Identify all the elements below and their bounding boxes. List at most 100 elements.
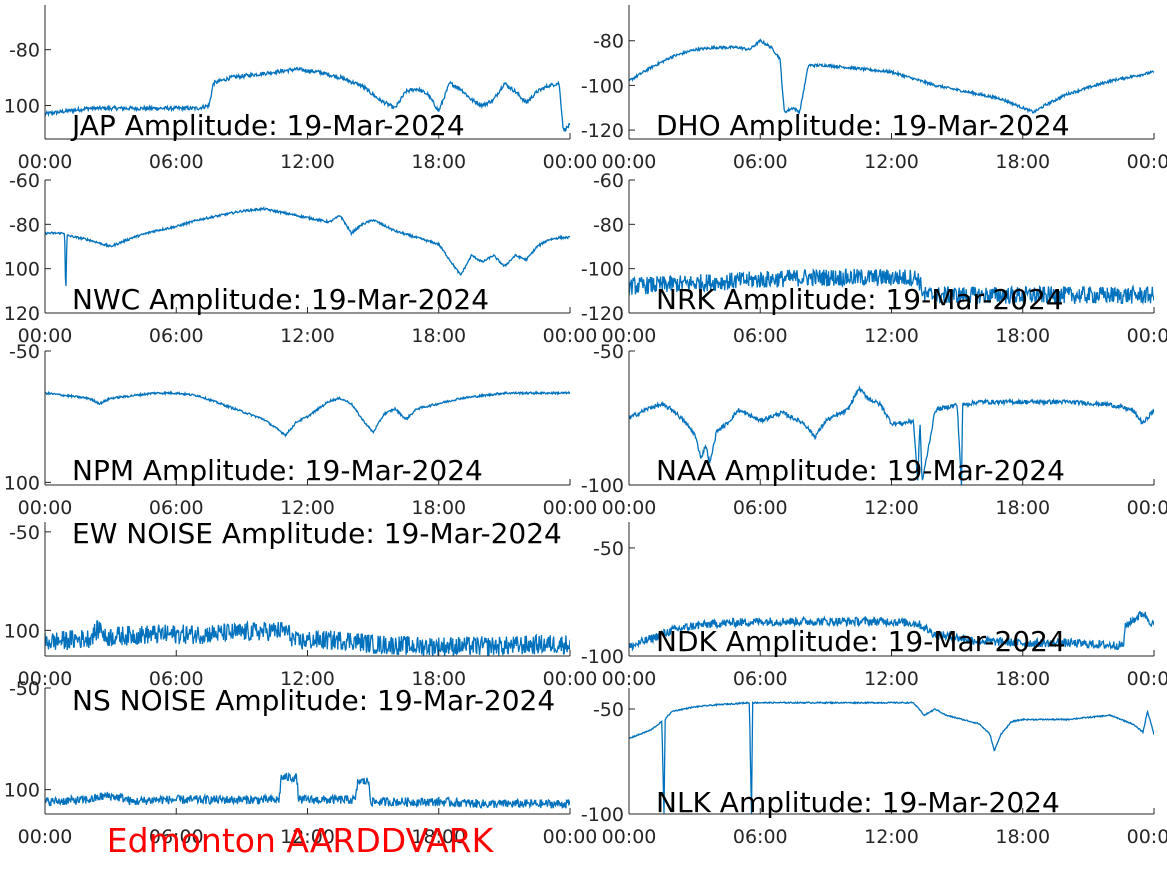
y-tick-label-7-0: -50 — [593, 538, 624, 560]
trace-line-2-0 — [45, 206, 570, 287]
y-tick-label-2-3: 120 — [4, 303, 40, 325]
panel-0: -80 100 00:00 06:00 12:00 18:00 00:00 JAP Ampli… — [4, 5, 598, 173]
trace-line-7-0 — [629, 611, 1154, 652]
x-tick-label-0-3: 18:00 — [411, 151, 466, 173]
x-tick-label-3-1: 06:00 — [733, 325, 788, 347]
y-tick-label-1-1: -100 — [581, 75, 624, 97]
x-tick-label-6-0: 00:00 — [18, 668, 73, 690]
x-tick-label-9-0: 00:00 — [602, 826, 657, 848]
y-tick-label-2-1: -80 — [9, 214, 40, 236]
x-tick-label-7-1: 06:00 — [733, 668, 788, 690]
y-tick-label-5-1: -100 — [581, 475, 624, 497]
panel-4: -50 100 00:00 06:00 12:00 18:00 00:00 NPM Ampli… — [4, 341, 598, 519]
x-tick-label-4-3: 18:00 — [411, 497, 466, 519]
footer-label: Edmonton AARDDVARK — [107, 821, 495, 860]
x-tick-label-7-0: 00:00 — [602, 668, 657, 690]
trace-line-5-0 — [629, 385, 1154, 485]
x-tick-label-5-0: 00:00 — [602, 497, 657, 519]
y-tick-label-2-2: 100 — [4, 259, 40, 281]
panel-title-7: NDK Amplitude: 19-Mar-2024 — [656, 625, 1066, 658]
x-tick-label-0-1: 06:00 — [149, 151, 204, 173]
x-tick-label-2-2: 12:00 — [280, 325, 335, 347]
y-tick-label-1-2: -120 — [581, 120, 624, 142]
x-tick-label-8-3: 18:00 — [411, 826, 466, 848]
x-tick-label-5-3: 18:00 — [995, 497, 1050, 519]
x-tick-label-5-2: 12:00 — [864, 497, 919, 519]
panel-8: -50 100 00:00 06:00 12:00 18:00 00:00 NS NOISE … — [4, 678, 598, 848]
x-tick-label-3-3: 18:00 — [995, 325, 1050, 347]
trace-line-6-0 — [45, 619, 570, 656]
y-tick-label-2-0: -60 — [9, 170, 40, 192]
panel-title-4: NPM Amplitude: 19-Mar-2024 — [72, 454, 483, 487]
y-tick-label-3-2: -100 — [581, 259, 624, 281]
x-tick-label-3-0: 00:00 — [602, 325, 657, 347]
y-tick-label-9-0: -50 — [593, 699, 624, 721]
x-tick-label-2-4: 00:00 — [543, 325, 598, 347]
x-tick-label-1-0: 00:00 — [602, 151, 657, 173]
panel-title-0: JAP Amplitude: 19-Mar-2024 — [70, 109, 465, 142]
panel-title-9: NLK Amplitude: 19-Mar-2024 — [656, 786, 1060, 819]
x-tick-label-8-4: 00:00 — [543, 826, 598, 848]
x-tick-label-0-2: 12:00 — [280, 151, 335, 173]
x-tick-label-1-4: 00:00 — [1127, 151, 1167, 173]
x-tick-label-6-3: 18:00 — [411, 668, 466, 690]
x-tick-label-3-2: 12:00 — [864, 325, 919, 347]
x-tick-label-2-3: 18:00 — [411, 325, 466, 347]
panel-title-6: EW NOISE Amplitude: 19-Mar-2024 — [72, 517, 562, 550]
x-tick-label-9-2: 12:00 — [864, 826, 919, 848]
y-tick-label-8-1: 100 — [4, 780, 40, 802]
x-tick-label-3-4: 00:00 — [1127, 325, 1167, 347]
x-tick-label-6-4: 00:00 — [543, 668, 598, 690]
x-tick-label-5-1: 06:00 — [733, 497, 788, 519]
y-tick-label-4-1: 100 — [4, 472, 40, 494]
panel-title-8: NS NOISE Amplitude: 19-Mar-2024 — [72, 684, 555, 717]
x-tick-label-4-4: 00:00 — [543, 497, 598, 519]
x-tick-label-8-1: 06:00 — [149, 826, 204, 848]
y-tick-label-3-3: -120 — [581, 303, 624, 325]
panel-title-2: NWC Amplitude: 19-Mar-2024 — [72, 283, 489, 316]
y-tick-label-7-1: -100 — [581, 646, 624, 668]
panel-title-5: NAA Amplitude: 19-Mar-2024 — [656, 454, 1065, 487]
x-tick-label-1-1: 06:00 — [733, 151, 788, 173]
x-tick-label-4-1: 06:00 — [149, 497, 204, 519]
trace-line-1-0 — [629, 38, 1154, 115]
panel-1: -80 -100 -120 00:00 06:00 12:00 18:00 00:00 DHO … — [581, 5, 1167, 173]
y-tick-label-5-0: -50 — [593, 341, 624, 363]
y-tick-label-3-0: -60 — [593, 170, 624, 192]
x-tick-label-9-3: 18:00 — [995, 826, 1050, 848]
x-tick-label-2-0: 00:00 — [18, 325, 73, 347]
y-tick-label-8-0: -50 — [9, 678, 40, 700]
trace-line-9-0 — [629, 700, 1154, 814]
x-tick-label-8-0: 00:00 — [18, 826, 73, 848]
panel-3: -60-80-100-12000:0006:0012:0018:0000:00N… — [581, 170, 1167, 347]
panels-layer: -80 100 00:00 06:00 12:00 18:00 00:00 JAP Ampli… — [4, 5, 1167, 848]
y-tick-label-6-0: -50 — [9, 522, 40, 544]
y-tick-label-1-0: -80 — [593, 31, 624, 53]
x-tick-label-7-2: 12:00 — [864, 668, 919, 690]
x-tick-label-2-1: 06:00 — [149, 325, 204, 347]
x-tick-label-9-4: 00:00 — [1127, 826, 1167, 848]
panel-title-1: DHO Amplitude: 19-Mar-2024 — [656, 109, 1070, 142]
trace-line-0-0 — [45, 66, 570, 133]
y-tick-label-4-0: -50 — [9, 341, 40, 363]
x-tick-label-8-2: 12:00 — [280, 826, 335, 848]
panel-6: -50 100 00:00 06:00 12:00 18:00 00:00 EW NOISE … — [4, 517, 598, 690]
panel-title-3: NRK Amplitude: 19-Mar-2024 — [656, 283, 1064, 316]
y-tick-label-0-1: 100 — [4, 96, 40, 118]
y-tick-label-6-1: 100 — [4, 620, 40, 642]
x-tick-label-6-1: 06:00 — [149, 668, 204, 690]
x-tick-label-1-2: 12:00 — [864, 151, 919, 173]
trace-line-8-0 — [45, 772, 570, 810]
y-tick-label-0-0: -80 — [9, 40, 40, 62]
x-tick-label-7-3: 18:00 — [995, 668, 1050, 690]
x-tick-label-6-2: 12:00 — [280, 668, 335, 690]
x-tick-label-0-0: 00:00 — [18, 151, 73, 173]
x-tick-label-0-4: 00:00 — [543, 151, 598, 173]
x-tick-label-4-0: 00:00 — [18, 497, 73, 519]
y-tick-label-9-1: -100 — [581, 804, 624, 826]
x-tick-label-1-3: 18:00 — [995, 151, 1050, 173]
